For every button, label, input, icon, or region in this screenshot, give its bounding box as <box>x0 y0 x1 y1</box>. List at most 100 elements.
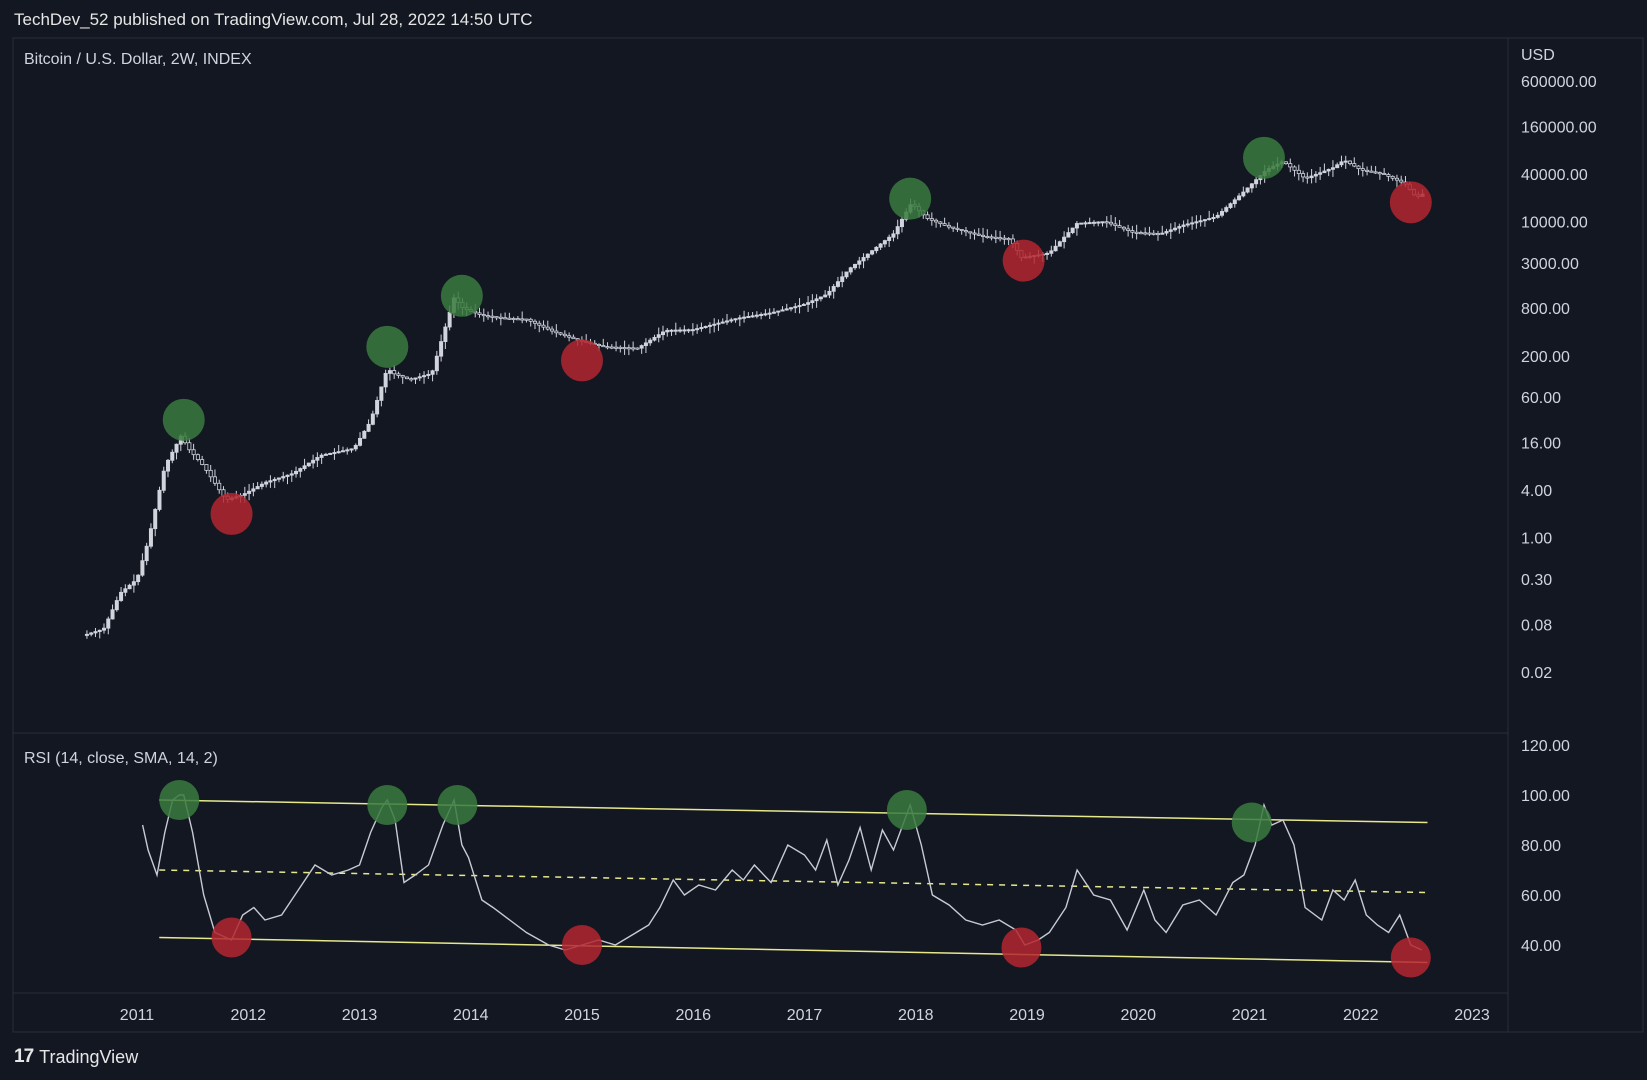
tradingview-footer[interactable]: 17 TradingView <box>14 1043 138 1071</box>
candle-body-272 <box>1245 187 1250 193</box>
price-bottom-marker-1 <box>561 339 603 382</box>
candle-body-168 <box>801 303 806 306</box>
candle-body-76 <box>409 378 414 381</box>
candle-body-135 <box>660 331 665 336</box>
candle-body-281 <box>1283 161 1288 165</box>
candle-body-162 <box>776 310 781 313</box>
candle-body-54 <box>315 457 320 461</box>
candle-body-302 <box>1373 171 1378 174</box>
candle-body-297 <box>1352 163 1357 167</box>
candle-body-244 <box>1126 228 1131 231</box>
price-top-marker-2 <box>440 274 483 317</box>
candle-body-190 <box>895 226 900 235</box>
time-tick-2021: 2021 <box>1232 1007 1268 1024</box>
candle-body-171 <box>814 298 819 302</box>
price-bottom-marker-0 <box>210 492 253 535</box>
candle-body-83 <box>439 341 444 357</box>
candle-body-134 <box>656 334 661 338</box>
candle-body-203 <box>951 226 956 229</box>
candle-body-186 <box>878 243 883 248</box>
candle-body-1 <box>89 632 94 635</box>
candle-body-114 <box>571 336 576 340</box>
price-tick-7: 60.00 <box>1521 390 1561 407</box>
candle-body-58 <box>332 452 337 455</box>
candle-body-92 <box>477 312 482 315</box>
candle-body-267 <box>1224 207 1229 212</box>
candle-body-69 <box>379 386 384 401</box>
candle-body-199 <box>934 219 939 223</box>
candle-body-99 <box>507 317 512 320</box>
candle-body-174 <box>827 290 832 296</box>
rsi-line <box>141 794 1423 951</box>
candle-body-261 <box>1198 220 1203 223</box>
candle-body-207 <box>968 231 973 234</box>
candle-body-296 <box>1348 160 1353 164</box>
candle-body-205 <box>959 229 964 232</box>
candle-body-102 <box>520 318 525 321</box>
candle-body-184 <box>870 250 875 255</box>
candle-body-247 <box>1138 232 1143 235</box>
rsi-top-marker-4 <box>1231 802 1272 843</box>
candle-body-208 <box>972 232 977 235</box>
time-tick-2020: 2020 <box>1120 1007 1156 1024</box>
candle-body-59 <box>336 451 341 454</box>
candle-body-145 <box>703 325 708 328</box>
candle-body-214 <box>998 237 1003 240</box>
rsi-title: RSI (14, close, SMA, 14, 2) <box>24 750 218 767</box>
candle-body-104 <box>528 318 533 322</box>
candle-body-228 <box>1057 241 1062 247</box>
candle-body-66 <box>366 423 371 432</box>
candle-body-132 <box>648 339 653 344</box>
candle-body-245 <box>1130 230 1135 233</box>
candle-body-80 <box>426 373 431 376</box>
candle-body-271 <box>1241 191 1246 197</box>
candle-body-189 <box>891 233 896 238</box>
candle-body-45 <box>276 477 281 480</box>
candle-body-17 <box>157 489 162 510</box>
candle-body-200 <box>938 221 943 225</box>
candle-body-112 <box>562 333 567 337</box>
candle-body-13 <box>140 560 145 576</box>
candle-body-72 <box>392 370 397 375</box>
candle-body-295 <box>1343 160 1348 163</box>
candle-body-150 <box>725 320 730 323</box>
candle-body-31 <box>217 482 222 491</box>
candle-body-82 <box>434 355 439 372</box>
rsi-top-marker-1 <box>367 785 408 825</box>
candle-body-37 <box>242 493 247 496</box>
candle-body-148 <box>716 322 721 325</box>
candle-body-106 <box>537 322 542 326</box>
candle-body-303 <box>1377 172 1382 175</box>
candle-body-246 <box>1134 231 1139 234</box>
price-tick-11: 0.30 <box>1521 572 1552 589</box>
candle-body-143 <box>695 328 700 331</box>
candle-body-18 <box>161 470 166 491</box>
candle-body-172 <box>818 296 823 300</box>
candle-body-108 <box>545 326 550 330</box>
candle-body-294 <box>1339 161 1344 166</box>
candle-body-306 <box>1390 175 1395 179</box>
candle-body-266 <box>1219 211 1224 216</box>
candle-body-185 <box>874 246 879 252</box>
price-tick-12: 0.08 <box>1521 617 1552 634</box>
candle-body-307 <box>1394 177 1399 181</box>
candle-body-123 <box>609 346 614 349</box>
candle-body-165 <box>789 307 794 310</box>
candle-body-126 <box>622 347 627 350</box>
candle-body-262 <box>1202 219 1207 222</box>
time-tick-2023: 2023 <box>1454 1007 1490 1024</box>
candle-body-39 <box>251 488 256 492</box>
candle-body-5 <box>106 618 111 629</box>
candle-body-10 <box>127 584 132 590</box>
candle-body-38 <box>247 490 252 494</box>
price-tick-0: 600000.00 <box>1521 74 1597 91</box>
rsi-bottom-marker-0 <box>211 917 252 958</box>
candle-body-227 <box>1053 245 1058 252</box>
candle-body-77 <box>413 377 418 380</box>
candle-body-12 <box>136 574 141 583</box>
candle-body-75 <box>404 376 409 380</box>
candle-body-210 <box>981 234 986 237</box>
candle-body-49 <box>294 470 299 475</box>
candle-body-268 <box>1228 203 1233 208</box>
candle-body-130 <box>639 345 644 349</box>
